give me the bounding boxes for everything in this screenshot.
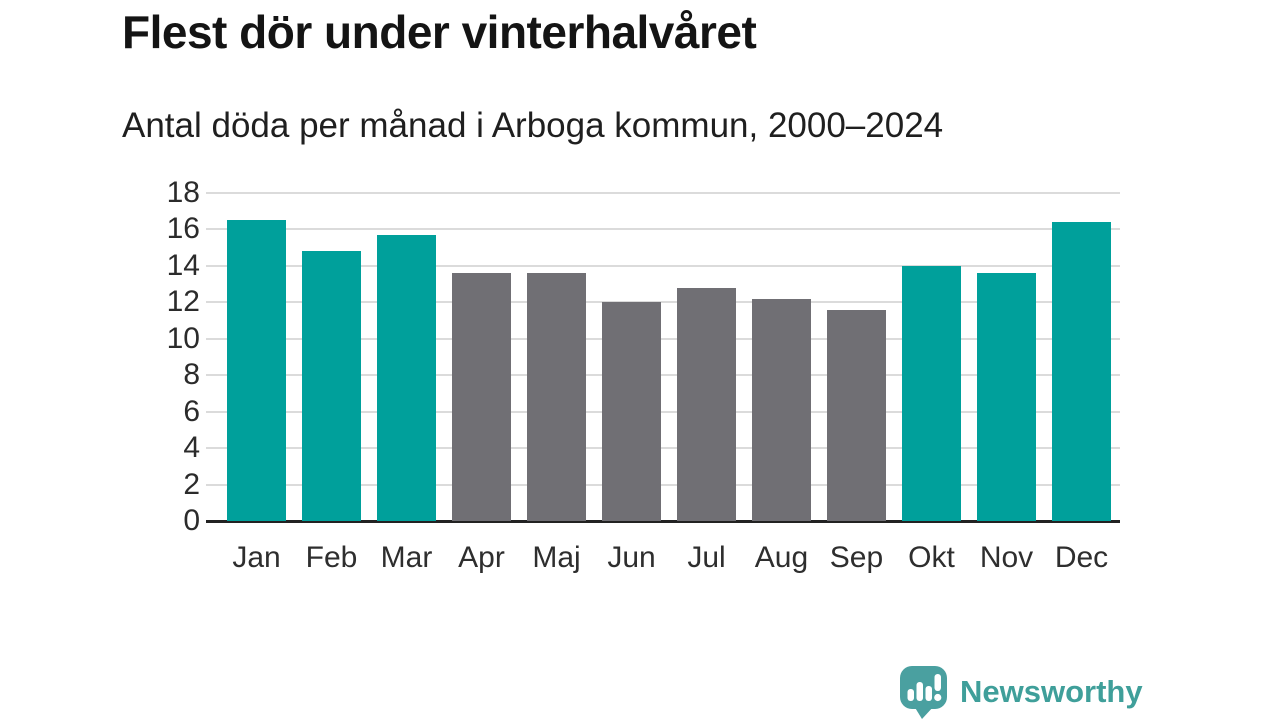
- y-gridline-2: [206, 483, 1120, 486]
- chart-subtitle: Antal döda per månad i Arboga kommun, 20…: [122, 106, 944, 145]
- y-gridline-8: [206, 374, 1120, 377]
- y-tick-label-2: 2: [183, 467, 200, 501]
- x-tick-label-feb: Feb: [305, 541, 358, 574]
- newsworthy-logo-text: Newsworthy: [960, 673, 1143, 709]
- bar-jul: [677, 287, 736, 521]
- x-axis-line: [206, 520, 1120, 523]
- y-gridline-6: [206, 410, 1120, 413]
- bar-okt: [902, 265, 961, 521]
- newsworthy-chart-bubble-icon: [899, 664, 948, 719]
- y-tick-label-16: 16: [166, 212, 200, 246]
- y-tick-label-0: 0: [183, 504, 200, 537]
- x-tick-label-nov: Nov: [979, 541, 1034, 574]
- y-gridline-14: [206, 264, 1120, 267]
- y-tick-label-6: 6: [183, 394, 200, 428]
- chart-title: Flest dör under vinterhalvåret: [122, 6, 757, 58]
- bar-aug: [752, 298, 811, 521]
- y-gridline-18: [206, 192, 1120, 194]
- newsworthy-logo: Newsworthy: [899, 664, 1143, 719]
- x-tick-label-sep: Sep: [829, 541, 884, 574]
- y-tick-label-8: 8: [183, 358, 200, 392]
- x-tick-label-jan: Jan: [232, 541, 281, 574]
- y-tick-label-10: 10: [166, 321, 200, 355]
- x-tick-label-apr: Apr: [458, 541, 505, 574]
- y-gridline-10: [206, 337, 1120, 340]
- x-tick-label-jul: Jul: [687, 541, 726, 574]
- x-tick-label-mar: Mar: [380, 541, 433, 574]
- bar-apr: [452, 273, 511, 521]
- x-tick-label-maj: Maj: [532, 541, 581, 574]
- y-tick-label-18: 18: [166, 176, 200, 209]
- x-tick-label-okt: Okt: [908, 541, 955, 574]
- y-gridline-4: [206, 447, 1120, 450]
- y-tick-label-4: 4: [183, 431, 200, 465]
- bar-sep: [827, 309, 886, 521]
- bar-mar: [377, 234, 436, 521]
- x-tick-label-aug: Aug: [754, 541, 809, 574]
- x-tick-label-dec: Dec: [1054, 541, 1109, 574]
- bar-nov: [977, 273, 1036, 521]
- y-tick-label-14: 14: [166, 248, 200, 282]
- y-tick-label-12: 12: [166, 285, 200, 319]
- bar-jun: [602, 302, 661, 521]
- bar-maj: [527, 273, 586, 521]
- bar-feb: [302, 251, 361, 521]
- bar-jan: [227, 220, 286, 521]
- y-gridline-12: [206, 301, 1120, 304]
- x-tick-label-jun: Jun: [607, 541, 656, 574]
- bar-dec: [1052, 222, 1111, 521]
- y-gridline-16: [206, 228, 1120, 231]
